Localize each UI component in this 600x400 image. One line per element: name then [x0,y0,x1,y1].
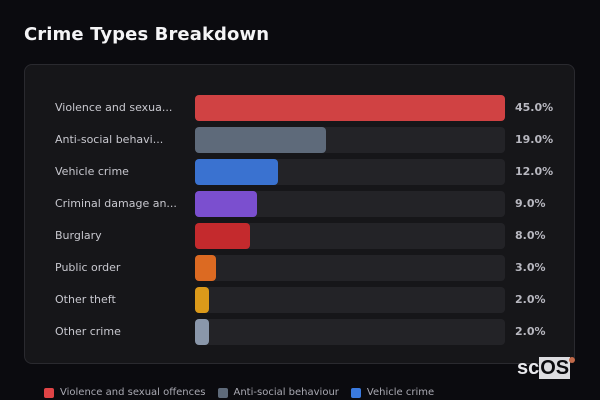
bar-track [195,319,505,345]
bar-track [195,287,505,313]
bar-value: 3.0% [515,261,546,274]
bar-label: Other crime [55,325,121,338]
legend-item[interactable]: Vehicle crime [350,387,435,398]
bar-fill[interactable] [195,191,257,217]
bar-track [195,95,505,121]
legend-swatch [44,387,54,398]
bar-track [195,159,505,185]
bar-value: 8.0% [515,229,546,242]
bar-row: Public order 3.0% [25,255,574,281]
bar-value: 9.0% [515,197,546,210]
logo-suffix: OS [539,357,571,379]
legend-label: Violence and sexual offences [60,387,206,398]
bar-row: Vehicle crime 12.0% [25,159,574,185]
page-title: Crime Types Breakdown [24,24,270,45]
legend-label: Vehicle crime [366,387,435,398]
bar-label: Public order [55,261,121,274]
logo-prefix: sc [517,357,540,379]
bar-label: Violence and sexua... [55,101,173,114]
legend-item[interactable]: Violence and sexual offences [44,387,206,398]
chart-legend: Violence and sexual offences Anti-social… [44,387,434,398]
bar-value: 12.0% [515,165,554,178]
bar-fill[interactable] [195,255,216,281]
bar-label: Anti-social behavi... [55,133,164,146]
bar-fill[interactable] [195,319,209,345]
bar-row: Burglary 8.0% [25,223,574,249]
bar-fill[interactable] [195,159,278,185]
legend-swatch [350,387,361,398]
bar-fill[interactable] [195,223,251,249]
bar-track [195,127,505,153]
bar-label: Burglary [55,229,102,242]
bar-fill[interactable] [195,95,505,121]
bar-track [195,191,505,217]
bar-track [195,223,505,249]
scos-logo: scOS [517,357,571,379]
chart-panel: Violence and sexua... 45.0% Anti-social … [24,64,575,364]
bar-label: Criminal damage an... [55,197,177,210]
legend-swatch [217,387,228,398]
bar-row: Anti-social behavi... 19.0% [25,127,574,153]
legend-label: Anti-social behaviour [233,387,339,398]
bar-label: Other theft [55,293,116,306]
bar-value: 45.0% [515,101,554,114]
bar-fill[interactable] [195,127,326,153]
bar-value: 2.0% [515,293,546,306]
bar-row: Criminal damage an... 9.0% [25,191,574,217]
bar-row: Other theft 2.0% [25,287,574,313]
bar-value: 2.0% [515,325,546,338]
registered-mark-icon [569,357,575,363]
legend-item[interactable]: Anti-social behaviour [217,387,339,398]
bar-fill[interactable] [195,287,209,313]
bar-label: Vehicle crime [55,165,129,178]
bar-row: Violence and sexua... 45.0% [25,95,574,121]
bar-track [195,255,505,281]
bar-row: Other crime 2.0% [25,319,574,345]
bar-value: 19.0% [515,133,554,146]
